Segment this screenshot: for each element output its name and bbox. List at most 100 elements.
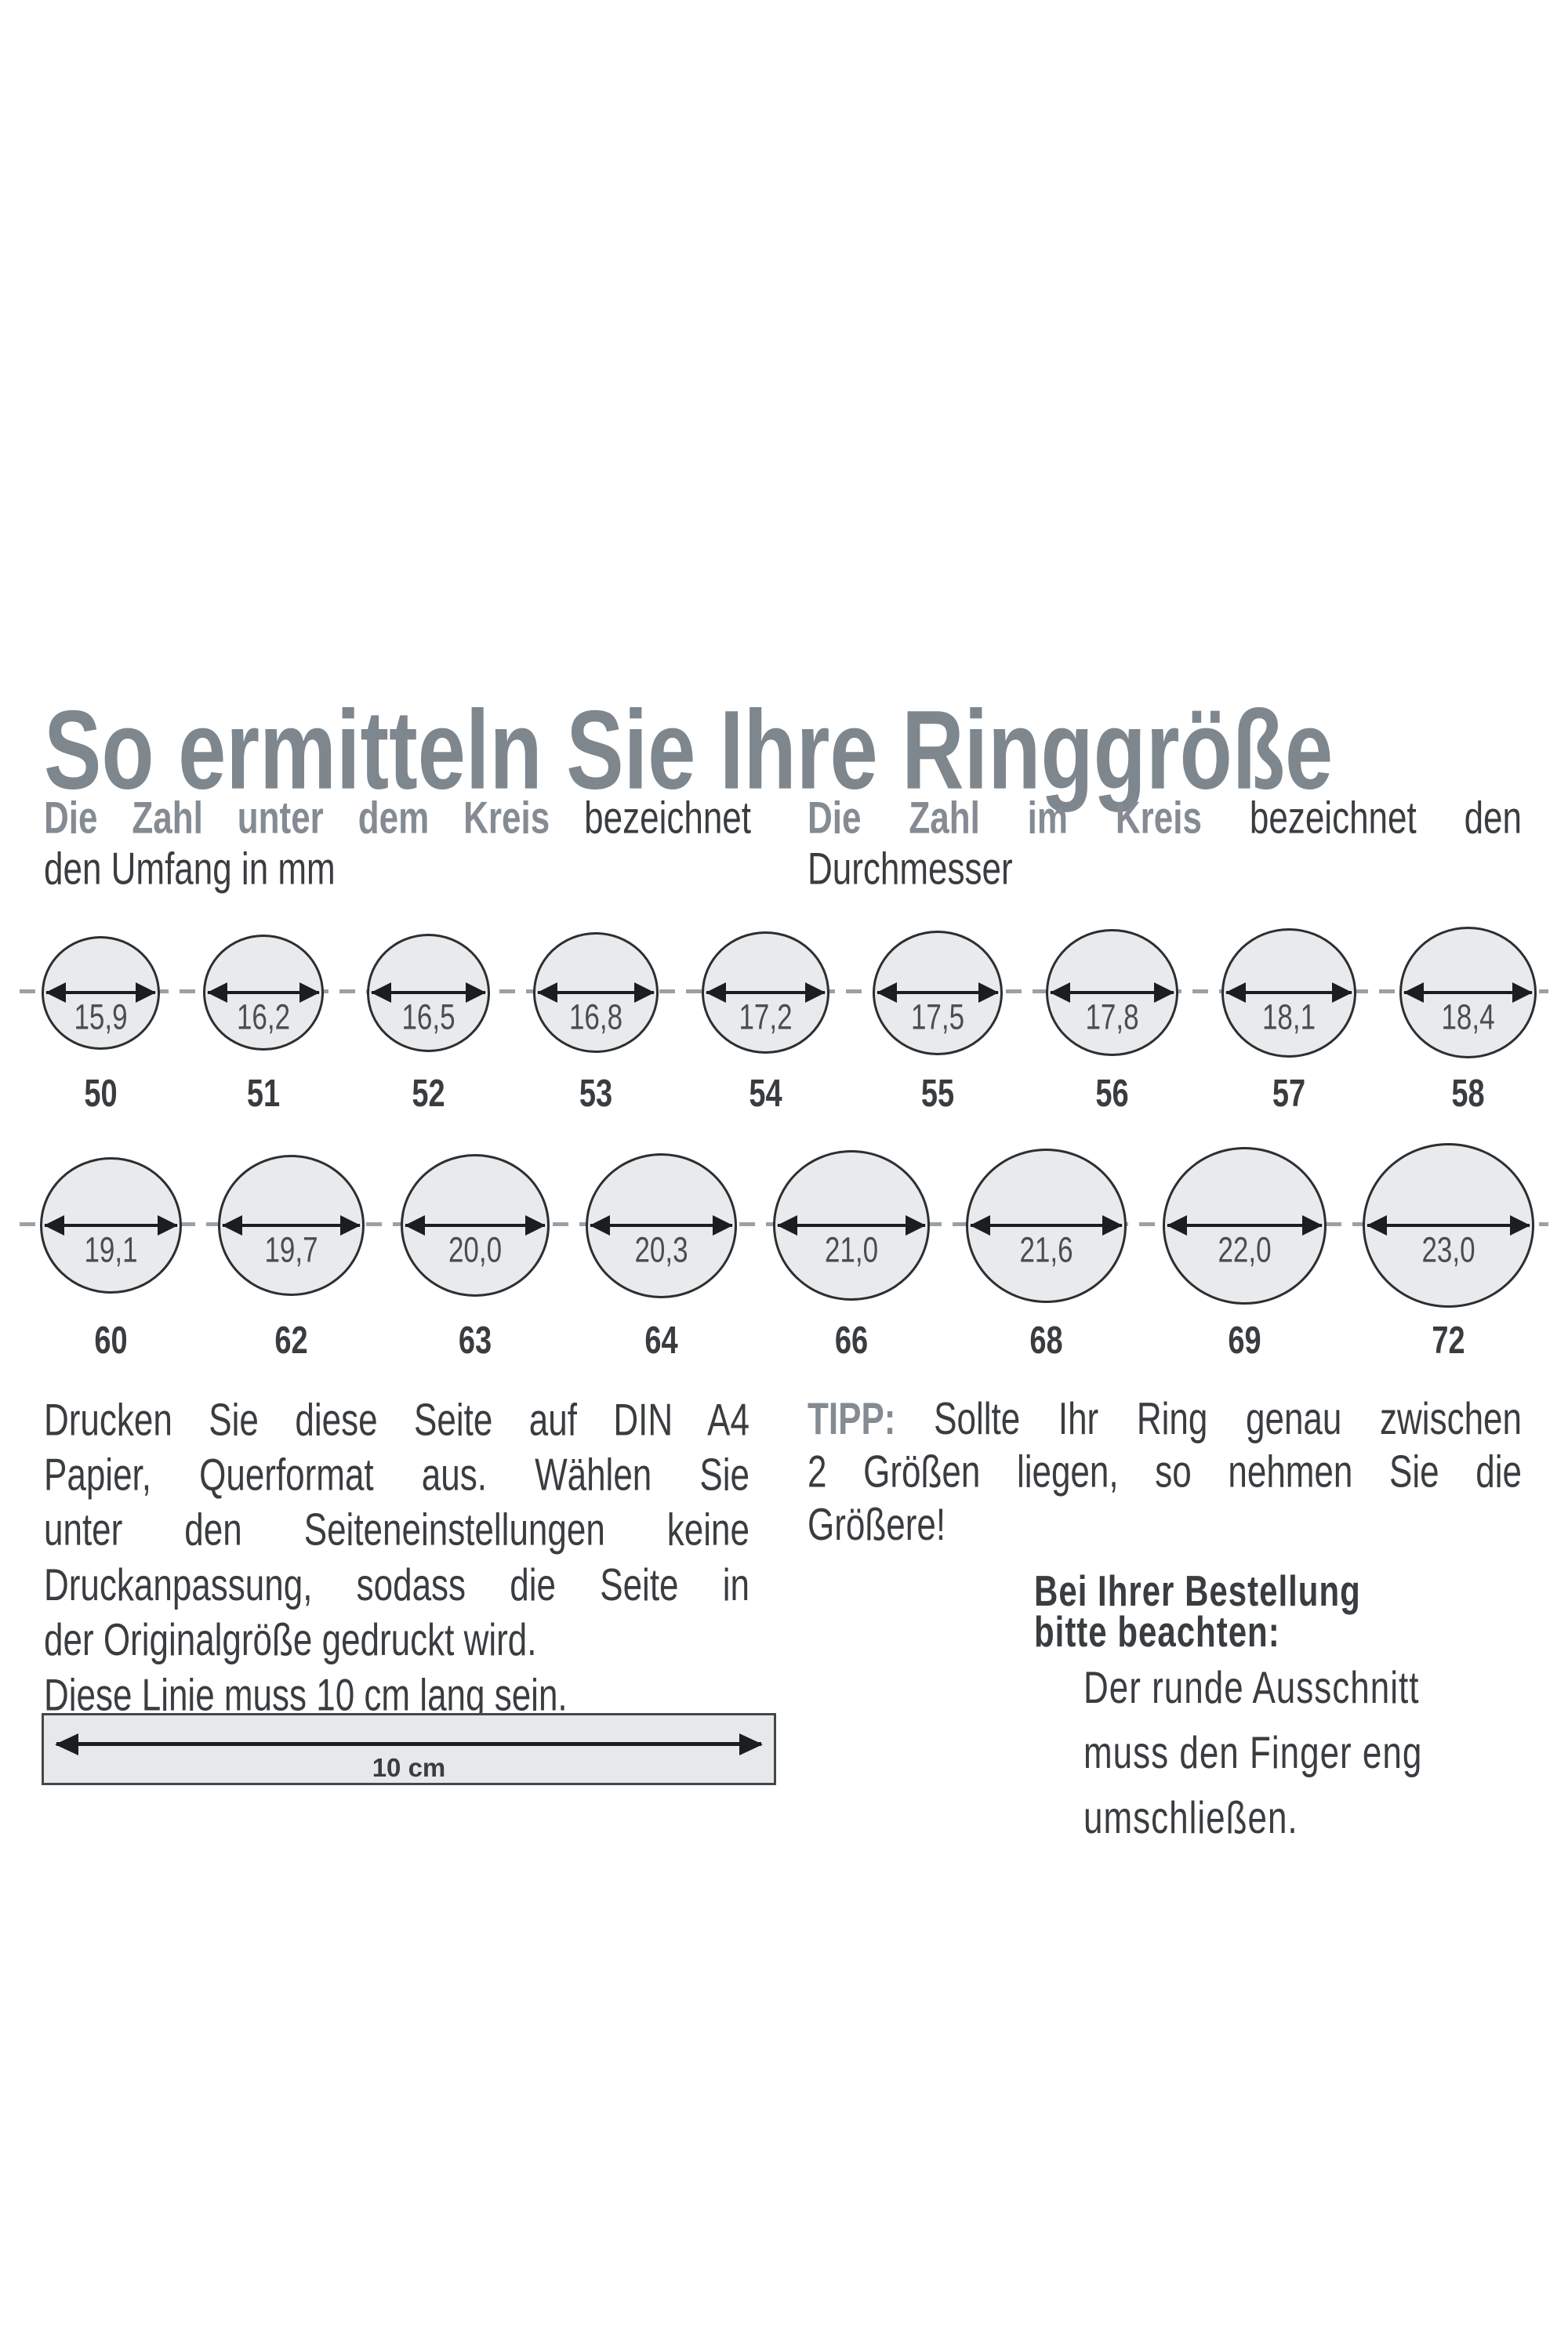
intro-lead-text: Die Zahl unter dem Kreis bbox=[44, 793, 550, 844]
heading-line: bitte beachten: bbox=[1034, 1607, 1280, 1656]
diameter-arrow-icon bbox=[590, 1224, 732, 1227]
size-value: 52 bbox=[412, 1073, 445, 1116]
intro-circumference-note: Die Zahl unter dem Kreis bezeichnet den … bbox=[44, 793, 751, 895]
ring-circle: 21,0 66 bbox=[773, 1150, 930, 1363]
ring-circle: 17,5 55 bbox=[873, 930, 1003, 1116]
size-value: 64 bbox=[644, 1319, 678, 1363]
instruction-line: unter den Seiteneinstellungen keine bbox=[44, 1505, 750, 1555]
size-value: 72 bbox=[1432, 1319, 1465, 1363]
ring-circle: 18,1 57 bbox=[1221, 927, 1356, 1116]
size-value: 55 bbox=[920, 1073, 955, 1116]
body-line: Der runde Ausschnitt bbox=[1083, 1663, 1420, 1713]
diameter-arrow-icon bbox=[778, 1224, 925, 1227]
instruction-line: Papier, Querformat aus. Wählen Sie bbox=[44, 1450, 750, 1501]
diameter-value: 22,0 bbox=[1218, 1230, 1272, 1270]
tip-note: TIPP: Sollte Ihr Ring genau zwischen 2 G… bbox=[808, 1393, 1522, 1552]
diameter-value: 18,4 bbox=[1441, 997, 1495, 1037]
intro-tail-text: bezeichnet bbox=[584, 793, 751, 844]
diameter-arrow-icon bbox=[1226, 991, 1352, 994]
body-line: muss den Finger eng bbox=[1083, 1728, 1423, 1778]
ring-circle: 20,3 64 bbox=[586, 1152, 737, 1363]
ten-cm-ruler: 10 cm bbox=[42, 1713, 776, 1785]
diameter-arrow-icon bbox=[208, 991, 319, 994]
ring-circle: 16,5 52 bbox=[367, 933, 490, 1116]
size-value: 50 bbox=[84, 1073, 118, 1116]
diameter-value: 20,3 bbox=[634, 1230, 688, 1270]
page-title: So ermitteln Sie Ihre Ringgröße bbox=[44, 687, 1334, 813]
tip-line: TIPP: Sollte Ihr Ring genau zwischen bbox=[808, 1393, 1522, 1446]
size-value: 53 bbox=[579, 1073, 613, 1116]
ruler-note-line: Diese Linie muss 10 cm lang sein. bbox=[44, 1670, 568, 1721]
ring-circle: 15,9 50 bbox=[42, 935, 160, 1116]
diameter-arrow-icon bbox=[1367, 1224, 1530, 1227]
diameter-value: 15,9 bbox=[74, 997, 128, 1037]
diameter-value: 17,8 bbox=[1085, 997, 1139, 1037]
tip-tail-text: Sollte Ihr Ring genau zwischen bbox=[934, 1394, 1522, 1444]
diameter-value: 16,5 bbox=[401, 997, 456, 1037]
diameter-value: 23,0 bbox=[1421, 1230, 1475, 1270]
ruler-arrow-icon bbox=[56, 1742, 761, 1746]
diameter-arrow-icon bbox=[1404, 991, 1532, 994]
order-note-heading: Bei Ihrer Bestellung bitte beachten: bbox=[1034, 1566, 1361, 1656]
ring-circle: 20,0 63 bbox=[401, 1154, 550, 1363]
tip-line: Größere! bbox=[808, 1500, 946, 1551]
diameter-value: 16,8 bbox=[568, 997, 623, 1037]
intro-line: Durchmesser bbox=[808, 844, 1013, 895]
size-value: 62 bbox=[274, 1319, 308, 1363]
ring-circle: 23,0 72 bbox=[1363, 1143, 1534, 1363]
ruler-label: 10 cm bbox=[372, 1753, 446, 1782]
diameter-value: 21,0 bbox=[824, 1230, 879, 1270]
diameter-arrow-icon bbox=[46, 991, 155, 994]
ring-circle: 18,4 58 bbox=[1399, 927, 1537, 1116]
instruction-line: der Originalgröße gedruckt wird. bbox=[44, 1615, 537, 1666]
intro-line: Die Zahl im Kreis bezeichnet den bbox=[808, 793, 1522, 844]
diameter-arrow-icon bbox=[405, 1224, 545, 1227]
ring-circle: 17,2 54 bbox=[702, 931, 829, 1116]
diameter-value: 20,0 bbox=[448, 1230, 503, 1270]
diameter-value: 19,7 bbox=[264, 1230, 318, 1270]
tip-line: 2 Größen liegen, so nehmen Sie die bbox=[808, 1446, 1522, 1497]
body-line: umschließen. bbox=[1083, 1793, 1298, 1844]
diameter-arrow-icon bbox=[706, 991, 825, 994]
heading-line: Bei Ihrer Bestellung bbox=[1034, 1566, 1361, 1615]
intro-lead-text: Die Zahl im Kreis bbox=[808, 793, 1202, 844]
intro-line: Die Zahl unter dem Kreis bezeichnet bbox=[44, 793, 751, 844]
ring-circle: 17,8 56 bbox=[1046, 929, 1178, 1116]
diameter-arrow-icon bbox=[971, 1224, 1122, 1227]
intro-line: den Umfang in mm bbox=[44, 844, 336, 895]
diameter-arrow-icon bbox=[45, 1224, 177, 1227]
intro-tail-text: bezeichnet den bbox=[1249, 793, 1522, 844]
diameter-value: 16,2 bbox=[236, 997, 291, 1037]
order-note-body: Der runde Ausschnitt muss den Finger eng… bbox=[1083, 1656, 1422, 1852]
ring-circle: 16,2 51 bbox=[203, 935, 324, 1116]
size-value: 56 bbox=[1095, 1073, 1129, 1116]
size-value: 60 bbox=[94, 1319, 128, 1363]
instruction-line: Druckanpassung, sodass die Seite in bbox=[44, 1560, 750, 1610]
tip-lead-text: TIPP: bbox=[808, 1394, 896, 1444]
diameter-arrow-icon bbox=[877, 991, 998, 994]
intro-diameter-note: Die Zahl im Kreis bezeichnet den Durchme… bbox=[808, 793, 1522, 895]
size-value: 54 bbox=[749, 1073, 782, 1116]
size-value: 66 bbox=[834, 1319, 869, 1363]
diameter-value: 17,2 bbox=[739, 997, 793, 1037]
size-value: 68 bbox=[1029, 1319, 1063, 1363]
diameter-value: 17,5 bbox=[910, 997, 965, 1037]
size-value: 69 bbox=[1228, 1319, 1261, 1363]
size-value: 57 bbox=[1272, 1073, 1306, 1116]
diameter-arrow-icon bbox=[223, 1224, 360, 1227]
ring-circle: 19,7 62 bbox=[218, 1155, 365, 1363]
ring-circle: 19,1 60 bbox=[40, 1157, 182, 1363]
diameter-arrow-icon bbox=[1051, 991, 1174, 994]
print-instructions: Drucken Sie diese Seite auf DIN A4 Papie… bbox=[44, 1393, 750, 1723]
diameter-arrow-icon bbox=[538, 991, 654, 994]
diameter-arrow-icon bbox=[1167, 1224, 1322, 1227]
ring-circle: 22,0 69 bbox=[1163, 1146, 1327, 1363]
ring-circle: 21,6 68 bbox=[966, 1148, 1127, 1363]
ring-circle: 16,8 53 bbox=[533, 932, 659, 1116]
instruction-line: Drucken Sie diese Seite auf DIN A4 bbox=[44, 1395, 750, 1446]
size-value: 63 bbox=[458, 1319, 492, 1363]
diameter-value: 21,6 bbox=[1019, 1230, 1073, 1270]
size-value: 58 bbox=[1451, 1073, 1485, 1116]
diameter-arrow-icon bbox=[372, 991, 485, 994]
